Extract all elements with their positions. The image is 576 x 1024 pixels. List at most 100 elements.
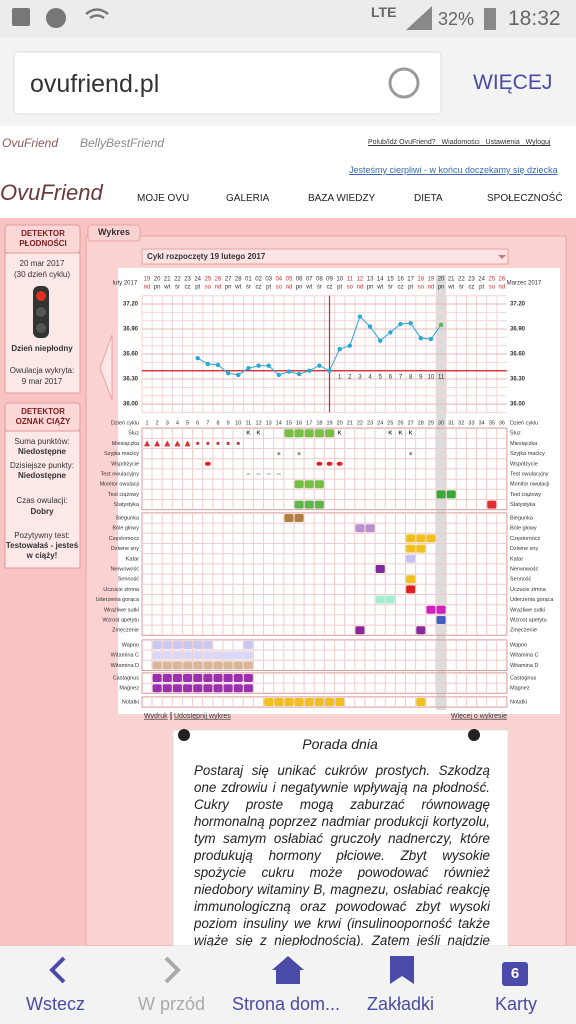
weekday: pt — [195, 285, 200, 291]
marker — [193, 661, 203, 670]
row-label: Bóle głowy — [510, 526, 537, 532]
marker — [172, 674, 182, 682]
prev-arrow[interactable] — [99, 334, 113, 401]
tab-label[interactable]: Wykres — [98, 227, 130, 237]
tab[interactable] — [87, 224, 141, 242]
reload-icon[interactable] — [388, 67, 420, 99]
marker — [233, 651, 243, 660]
marker — [277, 452, 281, 456]
nav-label[interactable]: Strona dom... — [232, 994, 341, 1014]
cycle-day: 17 — [306, 420, 312, 426]
temperature-point — [388, 330, 393, 335]
nav-item[interactable]: DIETA — [414, 193, 443, 204]
post-ovulation-day: 10 — [428, 375, 435, 381]
cycle-day: 35 — [489, 420, 495, 426]
cycle-select-label[interactable]: Cykl rozpoczęty 19 lutego 2017 — [147, 252, 266, 261]
marker — [203, 684, 213, 693]
date: 25 — [204, 277, 211, 283]
marker — [203, 651, 213, 660]
url[interactable]: ovufriend.pl — [30, 70, 160, 98]
marker — [446, 490, 456, 499]
marker — [246, 473, 251, 475]
link[interactable]: Wiadomości — [441, 139, 480, 146]
y-tick-label: 36.00 — [123, 402, 139, 408]
nav-label[interactable]: W przód — [138, 994, 206, 1014]
link[interactable]: Wyloguj — [525, 139, 551, 146]
network: LTE — [371, 4, 397, 20]
url-field[interactable] — [13, 51, 442, 115]
date: 27 — [225, 277, 232, 283]
tabs-icon[interactable] — [502, 962, 528, 986]
date: 14 — [377, 277, 384, 283]
logo-small[interactable]: OvuFriend — [2, 136, 59, 150]
cycle-select[interactable] — [141, 248, 509, 265]
weekday: so — [347, 285, 354, 291]
nav-label[interactable]: Zakładki — [367, 994, 435, 1014]
bookmark-icon[interactable] — [390, 956, 414, 984]
link[interactable]: Udostępnij wykres — [174, 713, 231, 720]
marker — [174, 440, 181, 447]
weekday: cz — [468, 285, 474, 291]
row-label: Miesiączka — [112, 441, 140, 447]
logo[interactable]: OvuFriend — [0, 180, 103, 205]
facebook-icon — [12, 8, 30, 26]
weekday: so — [489, 285, 496, 291]
cycle-day: (30 dzień cyklu) — [13, 270, 71, 279]
marker — [243, 651, 253, 660]
battery-icon — [484, 8, 496, 30]
marker — [406, 544, 416, 553]
row-label: Wrażliwe sutki — [510, 607, 545, 613]
marker-text: K — [257, 431, 261, 437]
row-label: Nerwowość — [111, 566, 140, 572]
nav-item[interactable]: MOJE OVU — [137, 193, 190, 204]
row-label: Monitor owulacji — [510, 482, 549, 488]
nav-item[interactable]: SPOŁECZNOŚĆ — [487, 193, 563, 204]
row-label: Statystyka — [114, 502, 140, 508]
marker — [284, 698, 294, 706]
back-icon[interactable] — [49, 956, 66, 984]
temperature-point — [276, 372, 282, 378]
temperature-point — [408, 321, 413, 326]
logo-belly[interactable]: BellyBestFriend — [80, 136, 165, 150]
temperature-point — [236, 372, 241, 378]
nav-item[interactable]: GALERIA — [226, 193, 270, 204]
cycle-day: 4 — [176, 420, 179, 426]
date: 12 — [357, 277, 364, 283]
weekday: wt — [376, 285, 383, 291]
motto[interactable]: Jesteśmy cierpliwi - w końcu doczekamy s… — [349, 165, 558, 175]
marker — [385, 595, 395, 604]
link[interactable]: Więcej o wykresie — [451, 713, 507, 720]
weekday: so — [418, 285, 425, 291]
nav-label[interactable]: Karty — [495, 994, 538, 1014]
date: 06 — [296, 277, 303, 283]
cycle-day: 23 — [367, 420, 373, 426]
weekday: nd — [144, 285, 151, 291]
link[interactable]: Wydruk — [144, 713, 168, 720]
cycle-day: 29 — [428, 420, 434, 426]
link[interactable]: Ustawienia — [485, 139, 520, 146]
marker — [233, 674, 243, 682]
date: 18 — [417, 277, 424, 283]
tabs-count[interactable]: 6 — [510, 965, 520, 982]
date: 09 — [326, 277, 333, 283]
menu-button[interactable]: WIĘCEJ — [473, 71, 553, 94]
cycle-day: 36 — [499, 420, 505, 426]
marker — [297, 452, 301, 456]
marker — [193, 651, 203, 660]
light-yellow — [36, 307, 46, 317]
date: 24 — [194, 277, 201, 283]
home-icon[interactable] — [272, 956, 304, 984]
weekday: nd — [428, 285, 435, 291]
link[interactable]: Polub/Idź OvuFriend? — [368, 139, 436, 146]
date: 11 — [347, 277, 354, 283]
cycle-day: 9 — [227, 420, 230, 426]
forward-icon[interactable] — [164, 956, 181, 984]
post-ovulation-day: 7 — [399, 375, 403, 381]
value: 9 mar 2017 — [21, 377, 63, 386]
y-tick-label: 36.90 — [123, 327, 139, 333]
nav-item[interactable]: BAZA WIEDZY — [308, 193, 376, 204]
row-label: Szyjka macicy — [104, 451, 139, 457]
row-label: Magnez — [119, 686, 139, 692]
cycle-day: 19 — [326, 420, 332, 426]
nav-label[interactable]: Wstecz — [26, 994, 86, 1014]
